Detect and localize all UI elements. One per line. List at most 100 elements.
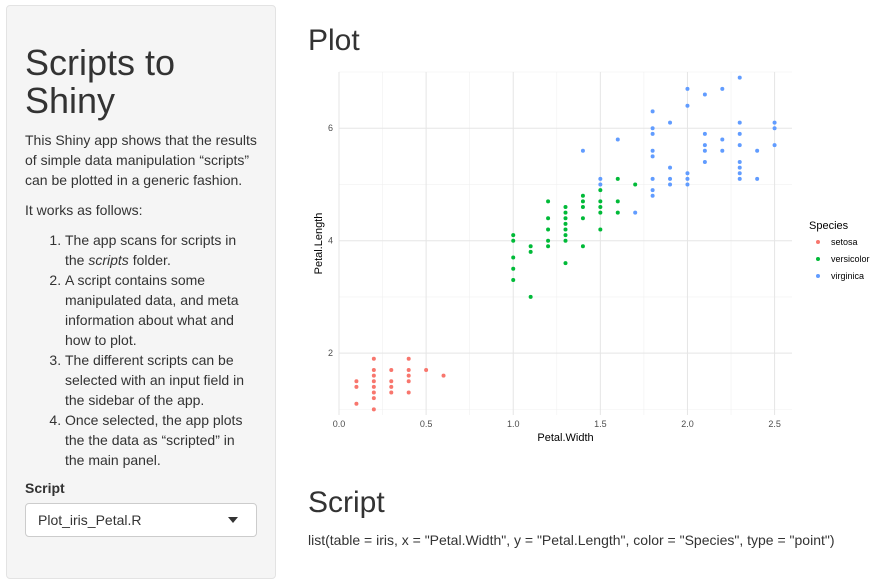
data-point bbox=[685, 171, 690, 176]
data-point bbox=[511, 278, 516, 283]
legend-key bbox=[816, 257, 820, 261]
data-point bbox=[354, 401, 359, 406]
data-point bbox=[389, 390, 394, 395]
data-point bbox=[737, 75, 742, 80]
step-item: The app scans for scripts in the scripts… bbox=[65, 230, 257, 270]
data-point bbox=[580, 193, 585, 198]
data-point bbox=[528, 294, 533, 299]
x-axis-title: Petal.Width bbox=[537, 432, 593, 444]
data-point bbox=[737, 165, 742, 170]
y-axis-title: Petal.Length bbox=[313, 213, 325, 275]
data-point bbox=[772, 143, 777, 148]
data-point bbox=[511, 255, 516, 260]
script-select[interactable]: Plot_iris_Petal.R bbox=[25, 503, 257, 537]
x-tick-label: 2.5 bbox=[768, 419, 781, 429]
steps-list: The app scans for scripts in the scripts… bbox=[25, 230, 257, 470]
data-point bbox=[371, 390, 376, 395]
data-point bbox=[371, 356, 376, 361]
script-select-label: Script bbox=[25, 480, 65, 496]
x-tick-label: 2.0 bbox=[681, 419, 694, 429]
caret-down-icon[interactable] bbox=[228, 517, 238, 523]
script-heading: Script bbox=[308, 486, 385, 519]
legend-title: Species bbox=[809, 220, 849, 232]
data-point bbox=[702, 148, 707, 153]
data-point bbox=[720, 137, 725, 142]
data-point bbox=[650, 176, 655, 181]
data-point bbox=[650, 193, 655, 198]
data-point bbox=[580, 244, 585, 249]
data-point bbox=[598, 204, 603, 209]
works-as-text: It works as follows: bbox=[25, 202, 143, 218]
x-tick-label: 0.0 bbox=[333, 419, 346, 429]
data-point bbox=[598, 188, 603, 193]
data-point bbox=[371, 407, 376, 412]
data-point bbox=[563, 210, 568, 215]
data-point bbox=[720, 86, 725, 91]
data-point bbox=[563, 204, 568, 209]
data-point bbox=[563, 216, 568, 221]
data-point bbox=[371, 373, 376, 378]
data-point bbox=[650, 148, 655, 153]
data-point bbox=[389, 384, 394, 389]
data-point bbox=[685, 182, 690, 187]
data-point bbox=[685, 103, 690, 108]
data-point bbox=[772, 126, 777, 131]
step-text: A script contains some manipulated data,… bbox=[65, 272, 239, 348]
data-point bbox=[615, 210, 620, 215]
data-point bbox=[668, 176, 673, 181]
step-item: The different scripts can be selected wi… bbox=[65, 350, 257, 410]
data-point bbox=[737, 159, 742, 164]
data-point bbox=[389, 368, 394, 373]
data-point bbox=[668, 182, 673, 187]
data-point bbox=[371, 396, 376, 401]
data-point bbox=[737, 131, 742, 136]
data-point bbox=[580, 216, 585, 221]
legend-label: setosa bbox=[831, 237, 858, 247]
data-point bbox=[720, 148, 725, 153]
data-point bbox=[755, 176, 760, 181]
data-point bbox=[563, 261, 568, 266]
data-point bbox=[511, 266, 516, 271]
data-point bbox=[737, 171, 742, 176]
data-point bbox=[737, 176, 742, 181]
step-text: The different scripts can be selected wi… bbox=[65, 352, 244, 408]
data-point bbox=[702, 159, 707, 164]
step-text: Once selected, the app plots the the dat… bbox=[65, 412, 243, 468]
data-point bbox=[528, 244, 533, 249]
data-point bbox=[406, 379, 411, 384]
script-code: list(table = iris, x = "Petal.Width", y … bbox=[308, 532, 835, 548]
data-point bbox=[755, 148, 760, 153]
x-tick-label: 1.0 bbox=[507, 419, 520, 429]
data-point bbox=[598, 199, 603, 204]
legend-key bbox=[816, 274, 820, 278]
data-point bbox=[598, 176, 603, 181]
legend-label: versicolor bbox=[831, 254, 870, 264]
data-point bbox=[580, 148, 585, 153]
data-point bbox=[650, 126, 655, 131]
script-select-value: Plot_iris_Petal.R bbox=[38, 512, 142, 528]
data-point bbox=[354, 379, 359, 384]
data-point bbox=[633, 210, 638, 215]
data-point bbox=[371, 384, 376, 389]
y-tick-label: 4 bbox=[328, 236, 333, 246]
data-point bbox=[650, 154, 655, 159]
data-point bbox=[615, 199, 620, 204]
data-point bbox=[650, 188, 655, 193]
data-point bbox=[615, 176, 620, 181]
plot-heading: Plot bbox=[308, 24, 360, 57]
data-point bbox=[424, 368, 429, 373]
data-point bbox=[702, 92, 707, 97]
step-item: A script contains some manipulated data,… bbox=[65, 270, 257, 350]
data-point bbox=[598, 227, 603, 232]
step-emphasis: scripts bbox=[88, 252, 129, 268]
x-tick-label: 0.5 bbox=[420, 419, 433, 429]
x-tick-label: 1.5 bbox=[594, 419, 607, 429]
data-point bbox=[406, 373, 411, 378]
data-point bbox=[563, 221, 568, 226]
scatter-plot: 0.0 0.5 1.0 1.5 2.0 2.5 2 4 6 Petal.Width Petal.Le… bbox=[313, 71, 870, 444]
data-point bbox=[546, 238, 551, 243]
data-point bbox=[685, 86, 690, 91]
intro-text: This Shiny app shows that the results of… bbox=[25, 132, 257, 188]
step-text-after: folder. bbox=[128, 252, 171, 268]
data-point bbox=[615, 137, 620, 142]
